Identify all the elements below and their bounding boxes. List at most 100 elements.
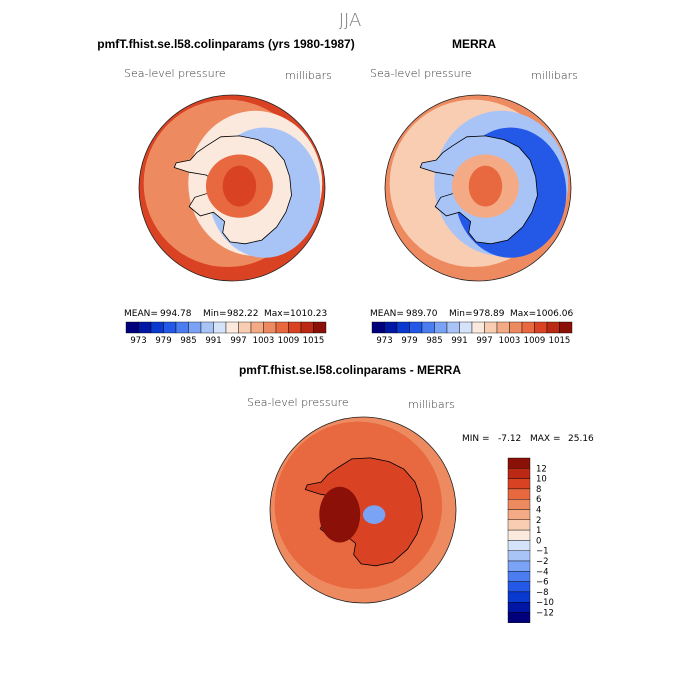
colorbar-swatch	[238, 321, 252, 334]
colorbar-tick-label: 12	[536, 464, 547, 474]
mean-value: 989.70	[406, 309, 438, 319]
stats-row-model: MEAN= 994.78 Min= 982.22 Max= 1010.23	[124, 309, 327, 319]
colorbar-swatch	[138, 321, 152, 334]
min-label: Min=	[203, 309, 227, 319]
max-value: 1006.06	[536, 309, 573, 319]
colorbar-tick-label: 997	[476, 336, 492, 346]
colorbar-swatch	[496, 321, 510, 334]
colorbar-swatch	[521, 321, 535, 334]
colorbar-swatch	[313, 321, 327, 334]
colorbar-swatch	[288, 321, 302, 334]
colorbar-swatch	[163, 321, 177, 334]
plateau-maximum	[468, 165, 503, 207]
colorbar-tick-label: 1009	[524, 336, 546, 346]
colorbar-swatch	[459, 321, 473, 334]
colorbar-swatch	[507, 560, 531, 572]
colorbar-swatch	[507, 478, 531, 490]
colorbar-swatch	[175, 321, 189, 334]
colorbar-swatch	[507, 499, 531, 510]
colorbar-tick-label: 1009	[278, 336, 300, 346]
colorbar-tick-label: −10	[536, 598, 554, 608]
colorbar-swatch	[371, 321, 385, 334]
colorbar-swatch	[507, 519, 531, 531]
panel-title-obs: MERRA	[452, 37, 496, 51]
colorbar-swatch	[250, 321, 264, 334]
colorbar-tick-label: 10	[536, 475, 547, 485]
panel-title-model: pmfT.fhist.se.l58.colinparams (yrs 1980-…	[97, 37, 354, 51]
colorbar-swatch	[546, 321, 560, 334]
colorbar-tick-label: −1	[536, 547, 549, 557]
colorbar-swatch	[421, 321, 435, 334]
max-label: Max=	[264, 309, 290, 319]
min-label: MIN =	[462, 434, 490, 444]
colorbar-swatch	[409, 321, 423, 334]
max-label: MAX =	[530, 434, 561, 444]
stats-row-diff: MIN = -7.12 MAX = 25.16	[462, 434, 594, 444]
colorbar-swatch	[275, 321, 289, 334]
colorbar-tick-label: 985	[426, 336, 442, 346]
min-value: 978.89	[473, 309, 505, 319]
mean-label: MEAN=	[370, 309, 404, 319]
colorbar-swatch	[507, 468, 531, 479]
colorbar-swatch	[507, 529, 531, 541]
figure-title: JJA	[339, 10, 362, 31]
colorbar-swatch	[507, 457, 531, 469]
difference-maximum	[319, 486, 361, 543]
colorbar-tick-label: 1015	[303, 336, 325, 346]
colorbar-swatch	[446, 321, 460, 334]
map-boundary	[269, 416, 457, 604]
colorbar-swatch	[384, 321, 398, 334]
map-boundary	[138, 94, 326, 282]
colorbar-swatch	[507, 591, 531, 603]
max-label: Max=	[510, 309, 536, 319]
colorbar-swatch	[434, 321, 448, 334]
panel-title-diff: pmfT.fhist.se.l58.colinparams - MERRA	[239, 363, 461, 377]
plateau-maximum	[222, 165, 257, 207]
max-value: 25.16	[568, 434, 594, 444]
colorbar-swatch	[484, 321, 498, 334]
colorbar-swatch	[213, 321, 227, 334]
units-label-model: millibars	[285, 69, 332, 82]
min-label: Min=	[449, 309, 473, 319]
colorbar-tick-label: −12	[536, 609, 554, 619]
colorbar-tick-label: 973	[130, 336, 146, 346]
colorbar-obs: 973 979 985 991 997 1003 1009 1015	[371, 321, 573, 346]
polar-map-diff	[269, 416, 457, 604]
colorbar-swatch	[263, 321, 277, 334]
colorbar-tick-label: 8	[536, 485, 541, 495]
colorbar-tick-label: 973	[376, 336, 392, 346]
colorbar-swatch	[396, 321, 410, 334]
colorbar-tick-label: 4	[536, 506, 541, 516]
polar-map-obs	[384, 94, 572, 282]
variable-label-diff: Sea-level pressure	[247, 396, 349, 409]
colorbar-swatch	[225, 321, 239, 334]
mean-label: MEAN=	[124, 309, 158, 319]
colorbar-swatch	[507, 571, 531, 582]
min-value: -7.12	[498, 434, 521, 444]
colorbar-swatch	[509, 321, 523, 334]
colorbar-swatch	[507, 540, 531, 551]
colorbar-swatch	[471, 321, 485, 334]
colorbar-tick-label: 991	[205, 336, 221, 346]
colorbar-tick-label: 985	[180, 336, 196, 346]
colorbar-tick-label: 1003	[253, 336, 275, 346]
mean-value: 994.78	[160, 309, 192, 319]
colorbar-swatch	[507, 602, 531, 613]
colorbar-swatch	[507, 550, 531, 562]
colorbar-model: 973 979 985 991 997 1003 1009 1015	[125, 321, 327, 346]
colorbar-swatch	[188, 321, 202, 334]
colorbar-tick-label: 2	[536, 516, 541, 526]
colorbar-tick-label: 997	[230, 336, 246, 346]
colorbar-tick-label: −6	[536, 578, 549, 588]
colorbar-tick-label: −8	[536, 588, 549, 598]
colorbar-swatch	[150, 321, 164, 334]
colorbar-tick-label: 991	[451, 336, 467, 346]
colorbar-swatch	[534, 321, 548, 334]
colorbar-tick-label: 6	[536, 495, 541, 505]
colorbar-swatch	[300, 321, 314, 334]
colorbar-tick-label: 979	[155, 336, 171, 346]
colorbar-swatch	[200, 321, 214, 334]
units-label-obs: millibars	[531, 69, 578, 82]
